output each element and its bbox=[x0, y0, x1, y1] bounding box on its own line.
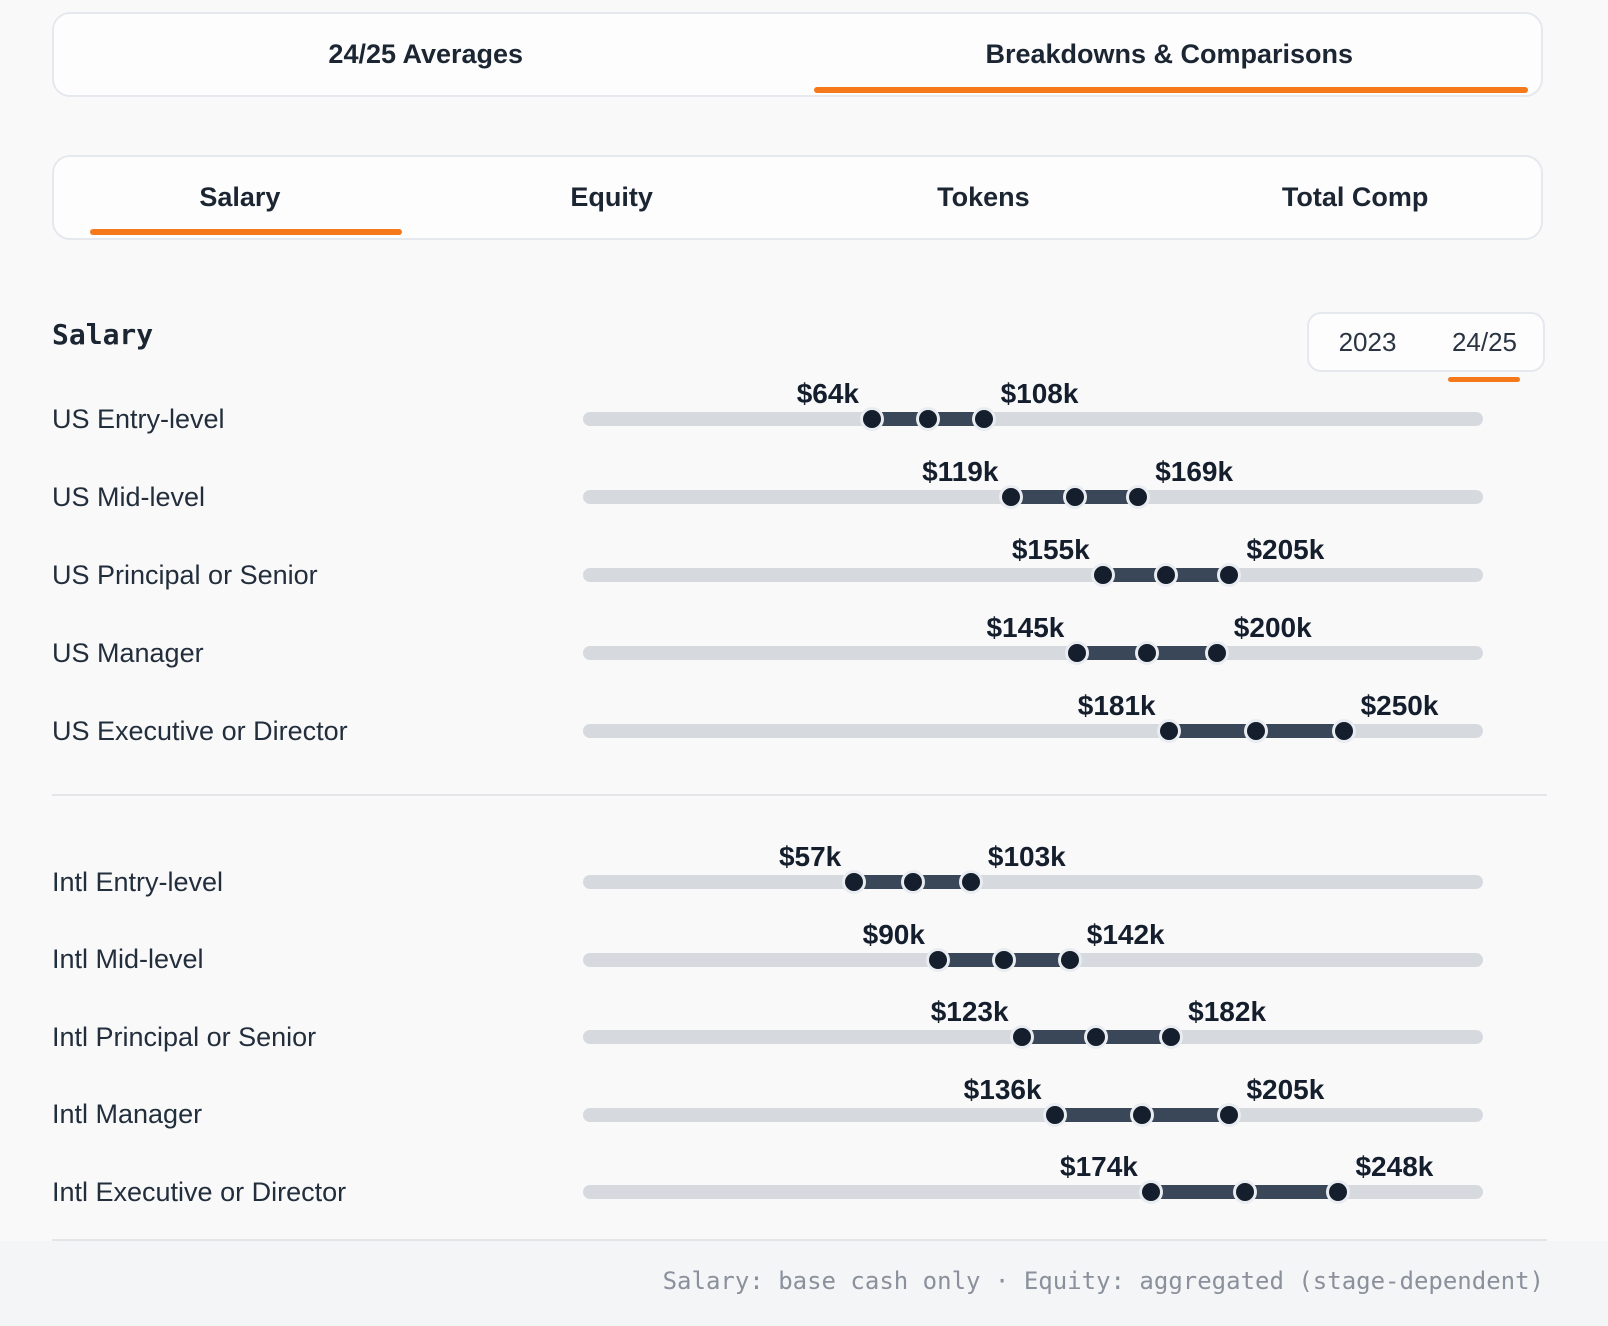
salary-range-row: Intl Executive or Director $174k $248k bbox=[0, 1153, 1608, 1231]
slider-track[interactable] bbox=[583, 568, 1483, 582]
year-option-2425[interactable]: 24/25 bbox=[1451, 326, 1518, 357]
section-title: Salary bbox=[52, 318, 154, 351]
active-year-indicator bbox=[1448, 377, 1520, 382]
tab-breakdowns-comparisons[interactable]: Breakdowns & Comparisons bbox=[985, 39, 1354, 69]
primary-tab-bar: 24/25 Averages Breakdowns & Comparisons bbox=[52, 12, 1543, 97]
slider-handle-mid[interactable] bbox=[1087, 1028, 1106, 1046]
slider-track[interactable] bbox=[583, 412, 1483, 426]
slider-handle-min[interactable] bbox=[1093, 566, 1112, 584]
max-value-label: $142k bbox=[1086, 918, 1165, 950]
active-tab-indicator bbox=[814, 87, 1528, 93]
tab-equity[interactable]: Equity bbox=[570, 182, 653, 212]
slider-handle-min[interactable] bbox=[845, 873, 864, 891]
slider-handle-min[interactable] bbox=[1012, 1028, 1031, 1046]
row-label: US Mid-level bbox=[52, 481, 206, 512]
max-value-label: $169k bbox=[1155, 456, 1234, 487]
slider-handle-min[interactable] bbox=[1141, 1183, 1160, 1201]
min-value-label: $174k bbox=[1060, 1151, 1138, 1182]
min-value-label: $64k bbox=[796, 378, 859, 409]
slider-track[interactable] bbox=[583, 1107, 1483, 1122]
slider-handle-mid[interactable] bbox=[918, 410, 937, 428]
slider-handle-max[interactable] bbox=[1329, 1183, 1348, 1201]
row-label: US Manager bbox=[52, 637, 204, 668]
salary-range-row: Intl Entry-level $57k $103k bbox=[0, 843, 1608, 921]
group-divider bbox=[52, 794, 1547, 796]
salary-range-row: US Entry-level $64k $108k bbox=[0, 380, 1608, 458]
slider-handle-mid[interactable] bbox=[1138, 644, 1157, 662]
slider-handle-mid[interactable] bbox=[1157, 566, 1176, 584]
slider-handle-max[interactable] bbox=[1162, 1028, 1181, 1046]
year-option-2023[interactable]: 2023 bbox=[1338, 326, 1397, 357]
min-value-label: $57k bbox=[778, 841, 842, 872]
max-value-label: $248k bbox=[1355, 1151, 1434, 1182]
slider-handle-min[interactable] bbox=[1002, 488, 1021, 506]
slider-handle-max[interactable] bbox=[1220, 566, 1239, 584]
row-label: Intl Principal or Senior bbox=[52, 1021, 317, 1052]
tab-tokens[interactable]: Tokens bbox=[937, 182, 1030, 212]
slider-handle-mid[interactable] bbox=[1235, 1183, 1254, 1201]
tab-total-comp[interactable]: Total Comp bbox=[1281, 182, 1429, 212]
slider-handle-max[interactable] bbox=[1129, 488, 1148, 506]
active-metric-indicator bbox=[90, 229, 402, 235]
row-label: US Executive or Director bbox=[52, 715, 348, 746]
row-label: Intl Executive or Director bbox=[52, 1176, 347, 1207]
footer-strip: Salary: base cash only · Equity: aggrega… bbox=[0, 1241, 1608, 1326]
year-toggle: 2023 24/25 bbox=[1307, 312, 1545, 372]
max-value-label: $108k bbox=[1000, 378, 1079, 409]
salary-range-row: US Executive or Director $181k $250k bbox=[0, 692, 1608, 770]
slider-handle-min[interactable] bbox=[1159, 722, 1178, 740]
tab-salary[interactable]: Salary bbox=[199, 182, 281, 212]
max-value-label: $182k bbox=[1188, 996, 1267, 1027]
slider-handle-mid[interactable] bbox=[903, 873, 922, 891]
min-value-label: $136k bbox=[963, 1073, 1042, 1105]
min-value-label: $119k bbox=[922, 456, 999, 487]
slider-handle-mid[interactable] bbox=[1133, 1105, 1151, 1124]
max-value-label: $200k bbox=[1233, 612, 1312, 643]
slider-handle-mid[interactable] bbox=[994, 950, 1013, 969]
slider-track[interactable] bbox=[583, 1185, 1483, 1199]
max-value-label: $250k bbox=[1360, 690, 1439, 721]
slider-handle-min[interactable] bbox=[1045, 1105, 1064, 1124]
footer-note: Salary: base cash only · Equity: aggrega… bbox=[662, 1267, 1544, 1295]
min-value-label: $181k bbox=[1077, 690, 1156, 721]
metric-tab-bar: Salary Equity Tokens Total Comp bbox=[52, 155, 1543, 240]
max-value-label: $205k bbox=[1246, 1073, 1325, 1105]
tab-2425-averages[interactable]: 24/25 Averages bbox=[328, 39, 524, 69]
slider-handle-mid[interactable] bbox=[1065, 488, 1084, 506]
row-label: Intl Entry-level bbox=[52, 866, 224, 897]
row-label: Intl Manager bbox=[52, 1099, 203, 1129]
slider-handle-max[interactable] bbox=[1060, 950, 1079, 969]
min-value-label: $123k bbox=[930, 996, 1009, 1027]
salary-range-row: Intl Principal or Senior $123k $182k bbox=[0, 998, 1608, 1076]
row-label: US Entry-level bbox=[52, 403, 225, 434]
max-value-label: $205k bbox=[1246, 534, 1325, 565]
salary-range-row: US Manager $145k $200k bbox=[0, 614, 1608, 692]
slider-handle-mid[interactable] bbox=[1247, 722, 1266, 740]
slider-handle-min[interactable] bbox=[863, 410, 881, 428]
salary-range-row: Intl Manager $136k $205k bbox=[0, 1073, 1608, 1154]
row-label: Intl Mid-level bbox=[52, 944, 204, 974]
slider-track[interactable] bbox=[583, 875, 1483, 889]
min-value-label: $90k bbox=[862, 918, 925, 950]
salary-range-row: Intl Mid-level $90k $142k bbox=[0, 918, 1608, 999]
slider-handle-max[interactable] bbox=[1207, 644, 1226, 662]
salary-range-row: US Principal or Senior $155k $205k bbox=[0, 536, 1608, 614]
slider-handle-max[interactable] bbox=[1220, 1105, 1239, 1124]
min-value-label: $155k bbox=[1011, 534, 1090, 565]
max-value-label: $103k bbox=[987, 841, 1066, 872]
slider-handle-max[interactable] bbox=[974, 410, 993, 428]
footer-divider bbox=[52, 1239, 1547, 1241]
slider-handle-min[interactable] bbox=[928, 950, 947, 969]
slider-handle-max[interactable] bbox=[1334, 722, 1353, 740]
slider-track[interactable] bbox=[583, 646, 1483, 660]
salary-range-row: US Mid-level $119k $169k bbox=[0, 458, 1608, 536]
slider-handle-min[interactable] bbox=[1068, 644, 1087, 662]
slider-handle-max[interactable] bbox=[961, 873, 980, 891]
row-label: US Principal or Senior bbox=[52, 559, 318, 590]
min-value-label: $145k bbox=[986, 612, 1065, 643]
